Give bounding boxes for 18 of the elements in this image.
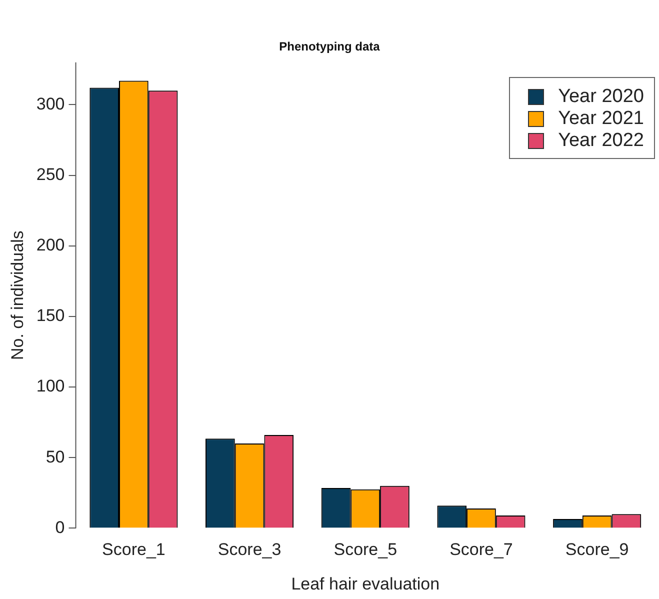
x-tick-label: Score_9	[565, 540, 629, 560]
legend-label: Year 2022	[558, 130, 644, 152]
y-tick-label: 200	[36, 236, 65, 255]
y-axis-title: No. of individuals	[8, 230, 27, 360]
x-tick-label: Score_5	[334, 540, 398, 560]
legend-label: Year 2020	[558, 86, 644, 108]
y-tick-label: 100	[36, 376, 65, 396]
chart-title: Phenotyping data	[279, 40, 380, 54]
y-tick-label: 250	[36, 165, 65, 184]
y-tick-label: 300	[36, 94, 65, 114]
y-tick-label: 0	[55, 518, 65, 537]
y-tick-label: 50	[46, 447, 65, 466]
legend-label: Year 2021	[558, 108, 644, 130]
x-tick-label: Score_1	[102, 540, 166, 560]
x-tick-label: Score_7	[450, 540, 513, 560]
x-tick-label: Score_3	[218, 540, 282, 560]
x-axis-title: Leaf hair evaluation	[291, 574, 440, 594]
y-tick-label: 150	[36, 306, 65, 326]
